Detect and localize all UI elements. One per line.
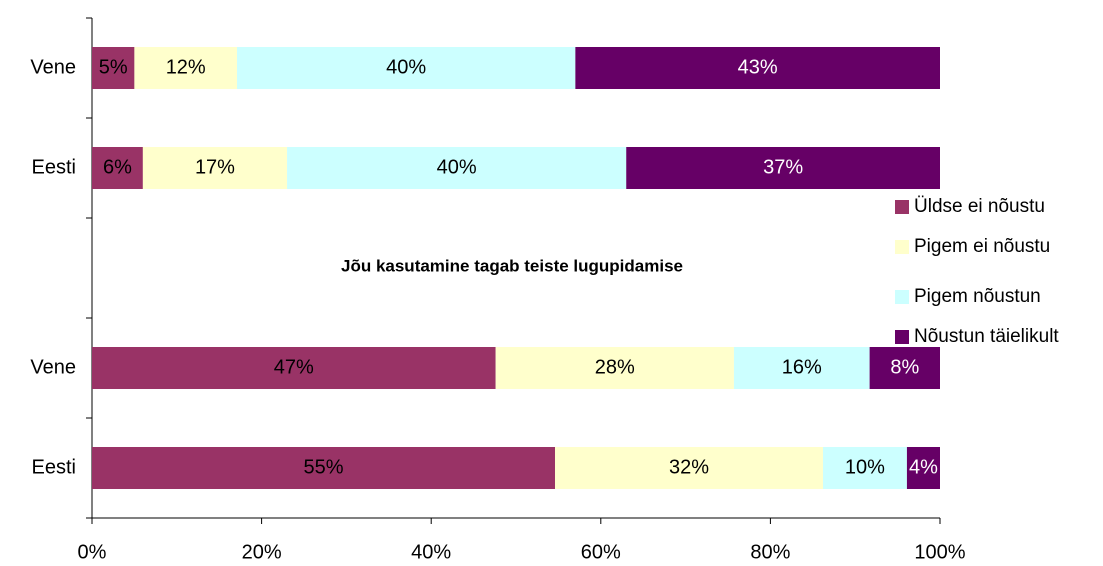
data-label: 40%	[437, 156, 477, 178]
legend-label: Üldse ei nõustu	[914, 196, 1045, 217]
bar-segment	[626, 147, 940, 189]
legend-label: Pigem nõustun	[914, 286, 1041, 307]
x-tick-label: 100%	[914, 541, 965, 563]
y-tick-label: Vene	[30, 356, 76, 378]
legend-label: Pigem ei nõustu	[914, 236, 1050, 257]
bar-segment	[92, 147, 143, 189]
data-label: 16%	[782, 356, 822, 378]
data-label: 12%	[166, 56, 206, 78]
bar-segment	[92, 347, 496, 389]
bar-segment	[822, 447, 907, 489]
legend-swatch	[895, 200, 909, 214]
bar-segment	[92, 47, 135, 89]
bar-segment	[495, 347, 734, 389]
bar-segment	[92, 447, 556, 489]
bar-segment	[869, 347, 940, 389]
data-label: 40%	[386, 56, 426, 78]
x-tick-label: 80%	[750, 541, 790, 563]
x-tick-label: 0%	[78, 541, 107, 563]
x-tick-label: 40%	[411, 541, 451, 563]
bar-segment	[287, 147, 627, 189]
data-label: 4%	[909, 456, 938, 478]
data-label: 28%	[595, 356, 635, 378]
data-label: 43%	[738, 56, 778, 78]
data-label: 6%	[103, 156, 132, 178]
legend-swatch	[895, 330, 909, 344]
bar-segment	[906, 447, 940, 489]
data-label: 37%	[763, 156, 803, 178]
data-label: 10%	[845, 456, 885, 478]
bar-segment	[733, 347, 870, 389]
y-tick-label: Eesti	[32, 456, 76, 478]
data-label: 47%	[274, 356, 314, 378]
x-tick-label: 60%	[581, 541, 621, 563]
legend-label: Nõustun täielikult	[914, 326, 1059, 347]
bar-segment	[575, 47, 940, 89]
data-label: 5%	[99, 56, 128, 78]
data-label: 32%	[669, 456, 709, 478]
data-label: 17%	[195, 156, 235, 178]
data-label: 55%	[303, 456, 343, 478]
annotation: Jõu kasutamine tagab teiste lugupidamise	[341, 256, 683, 275]
data-label: 8%	[890, 356, 919, 378]
y-tick-label: Eesti	[32, 156, 76, 178]
x-tick-label: 20%	[242, 541, 282, 563]
y-tick-label: Vene	[30, 56, 76, 78]
legend-swatch	[895, 240, 909, 254]
bar-segment	[142, 147, 288, 189]
bar-segment	[555, 447, 823, 489]
legend-swatch	[895, 290, 909, 304]
bar-segment	[237, 47, 576, 89]
bar-segment	[134, 47, 238, 89]
